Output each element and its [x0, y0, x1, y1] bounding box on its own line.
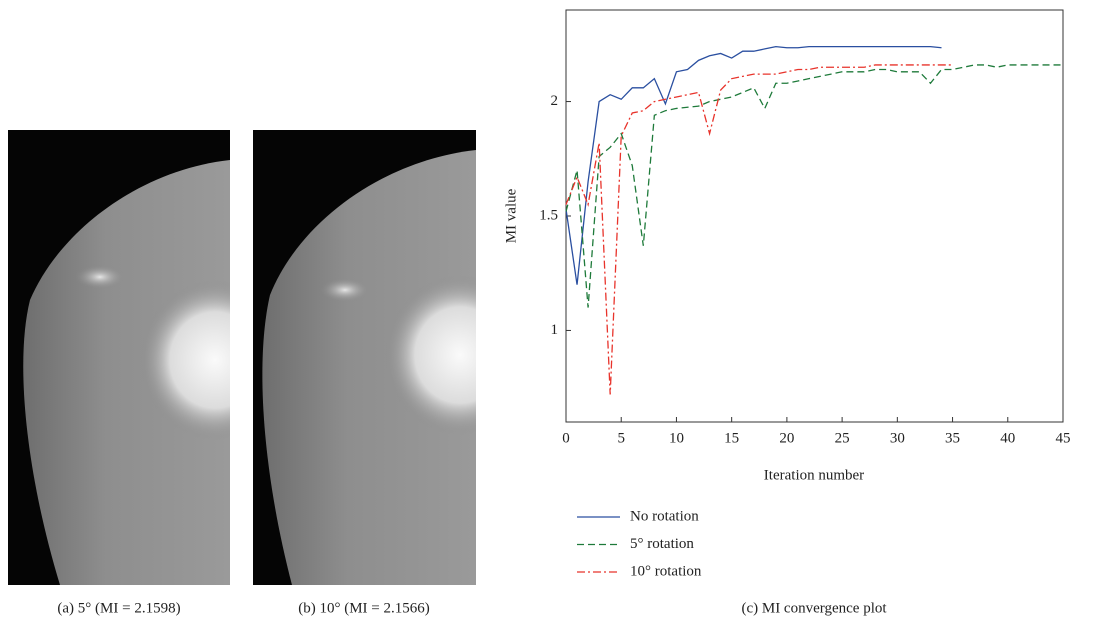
x-tick-label: 45	[1056, 430, 1071, 446]
x-tick-label: 5	[617, 430, 625, 446]
plot-frame	[565, 9, 1064, 423]
x-axis-label: Iteration number	[764, 467, 864, 483]
series-line	[565, 64, 953, 395]
y-tick-label: 2	[551, 93, 559, 109]
series-line	[565, 64, 1063, 308]
x-tick-label: 20	[779, 430, 794, 446]
x-tick-label: 25	[835, 430, 850, 446]
caption: (c) MI convergence plot	[741, 600, 887, 616]
series-line	[565, 45, 942, 285]
x-tick-label: 30	[890, 430, 905, 446]
image-a	[8, 130, 230, 585]
y-tick-label: 1.5	[539, 207, 558, 223]
x-tick-label: 35	[945, 430, 960, 446]
x-tick-label: 10	[669, 430, 684, 446]
x-tick-label: 40	[1000, 430, 1015, 446]
y-axis-label: MI value	[503, 188, 519, 243]
x-tick-label: 15	[724, 430, 739, 446]
y-tick-label: 1	[551, 322, 559, 338]
caption: (b) 10° (MI = 2.1566)	[298, 600, 430, 616]
caption: (a) 5° (MI = 2.1598)	[57, 600, 180, 616]
x-tick-label: 0	[562, 430, 570, 446]
legend-label: 10° rotation	[630, 563, 702, 579]
legend-label: No rotation	[630, 508, 699, 524]
image-b	[253, 130, 476, 585]
legend-label: 5° rotation	[630, 536, 694, 552]
